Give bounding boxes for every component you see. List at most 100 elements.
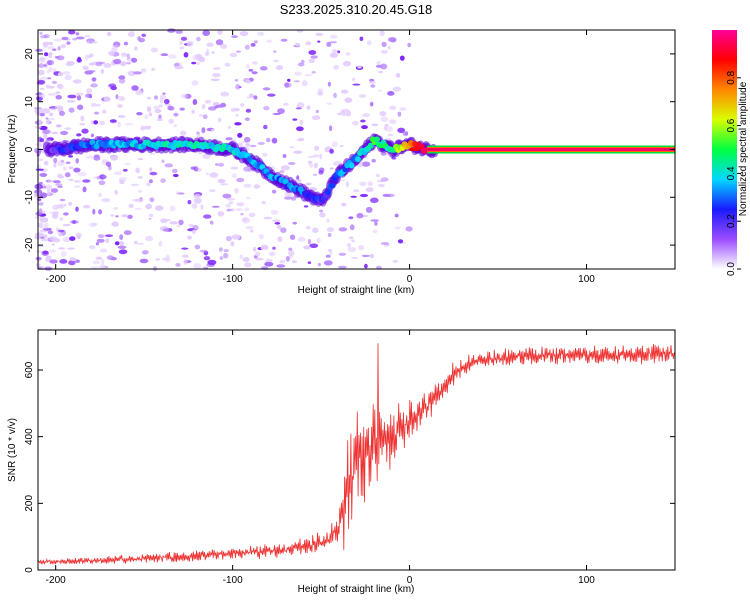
noise-speck [39, 217, 49, 223]
noise-speck [166, 260, 170, 263]
noise-speck [128, 31, 135, 38]
noise-speck [192, 229, 196, 234]
noise-speck [259, 66, 268, 71]
noise-speck [62, 71, 71, 75]
noise-speck [272, 189, 277, 194]
noise-speck [276, 264, 286, 268]
noise-speck [145, 235, 154, 242]
noise-speck [90, 83, 98, 88]
noise-speck [279, 259, 286, 264]
noise-speck [137, 157, 144, 161]
noise-speck [329, 41, 338, 44]
noise-speck [37, 69, 45, 76]
noise-speck [46, 59, 55, 66]
noise-speck [309, 243, 319, 249]
noise-speck [365, 206, 373, 213]
noise-speck [72, 220, 76, 224]
noise-speck [237, 132, 243, 138]
noise-speck [175, 30, 183, 34]
noise-speck [102, 109, 107, 114]
noise-speck [149, 152, 156, 155]
noise-speck [347, 246, 357, 253]
noise-speck [188, 223, 194, 228]
noise-speck [138, 37, 146, 43]
noise-speck [295, 107, 302, 110]
noise-speck [317, 40, 321, 43]
noise-speck [160, 53, 169, 57]
noise-speck [64, 172, 71, 178]
carrier-onset [409, 148, 419, 151]
noise-speck [292, 221, 297, 225]
noise-speck [314, 145, 320, 151]
noise-speck [173, 124, 178, 127]
noise-speck [168, 118, 174, 124]
noise-speck [297, 62, 305, 67]
noise-speck [374, 221, 378, 226]
noise-speck [338, 227, 348, 232]
noise-speck [122, 169, 128, 172]
noise-speck [370, 219, 380, 222]
noise-speck [99, 120, 105, 126]
noise-speck [337, 112, 342, 116]
noise-speck [118, 75, 126, 80]
noise-speck [55, 227, 60, 231]
noise-speck [169, 205, 176, 212]
noise-speck [307, 156, 315, 159]
noise-speck [405, 226, 413, 232]
ridge-point [367, 142, 374, 149]
noise-speck [92, 260, 100, 265]
noise-speck [111, 44, 120, 48]
noise-speck [85, 93, 91, 98]
noise-speck [245, 64, 250, 69]
noise-speck [349, 224, 355, 231]
noise-speck [146, 96, 152, 100]
y-tick-label: -10 [24, 190, 35, 205]
noise-speck [212, 67, 221, 70]
noise-speck [399, 55, 405, 61]
noise-speck [120, 52, 128, 57]
noise-speck [240, 103, 245, 107]
noise-speck [38, 202, 44, 206]
noise-speck [73, 167, 81, 173]
noise-speck [63, 203, 67, 207]
noise-speck [109, 119, 117, 123]
noise-speck [326, 227, 334, 233]
noise-speck [273, 59, 279, 63]
noise-speck [255, 257, 264, 261]
noise-speck [68, 260, 76, 266]
ridge-point [282, 178, 289, 185]
noise-speck [329, 148, 334, 154]
noise-speck [266, 39, 273, 43]
noise-speck [37, 79, 46, 85]
noise-speck [59, 259, 68, 264]
noise-speck [296, 126, 304, 132]
noise-speck [86, 88, 93, 94]
noise-speck [92, 208, 96, 215]
noise-speck [39, 172, 48, 177]
noise-speck [149, 197, 155, 202]
noise-speck [361, 161, 371, 167]
noise-speck [327, 233, 332, 237]
noise-speck [95, 103, 101, 107]
noise-speck [239, 254, 243, 259]
noise-speck [110, 214, 115, 217]
noise-speck [76, 58, 82, 63]
noise-speck [352, 83, 361, 86]
noise-speck [380, 116, 389, 123]
noise-speck [284, 196, 293, 200]
noise-speck [172, 168, 178, 174]
noise-speck [113, 207, 118, 210]
noise-speck [47, 230, 54, 235]
noise-speck [271, 137, 278, 144]
noise-speck [387, 193, 395, 198]
noise-speck [230, 107, 236, 112]
noise-speck [88, 222, 97, 227]
noise-speck [292, 260, 297, 264]
noise-speck [183, 259, 188, 265]
noise-speck [304, 74, 314, 77]
noise-speck [65, 161, 71, 164]
noise-speck [40, 226, 48, 230]
noise-speck [51, 80, 58, 84]
noise-speck [219, 256, 224, 260]
noise-speck [67, 247, 75, 250]
